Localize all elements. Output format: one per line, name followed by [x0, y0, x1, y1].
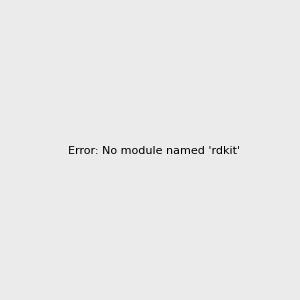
Text: Error: No module named 'rdkit': Error: No module named 'rdkit' — [68, 146, 240, 157]
